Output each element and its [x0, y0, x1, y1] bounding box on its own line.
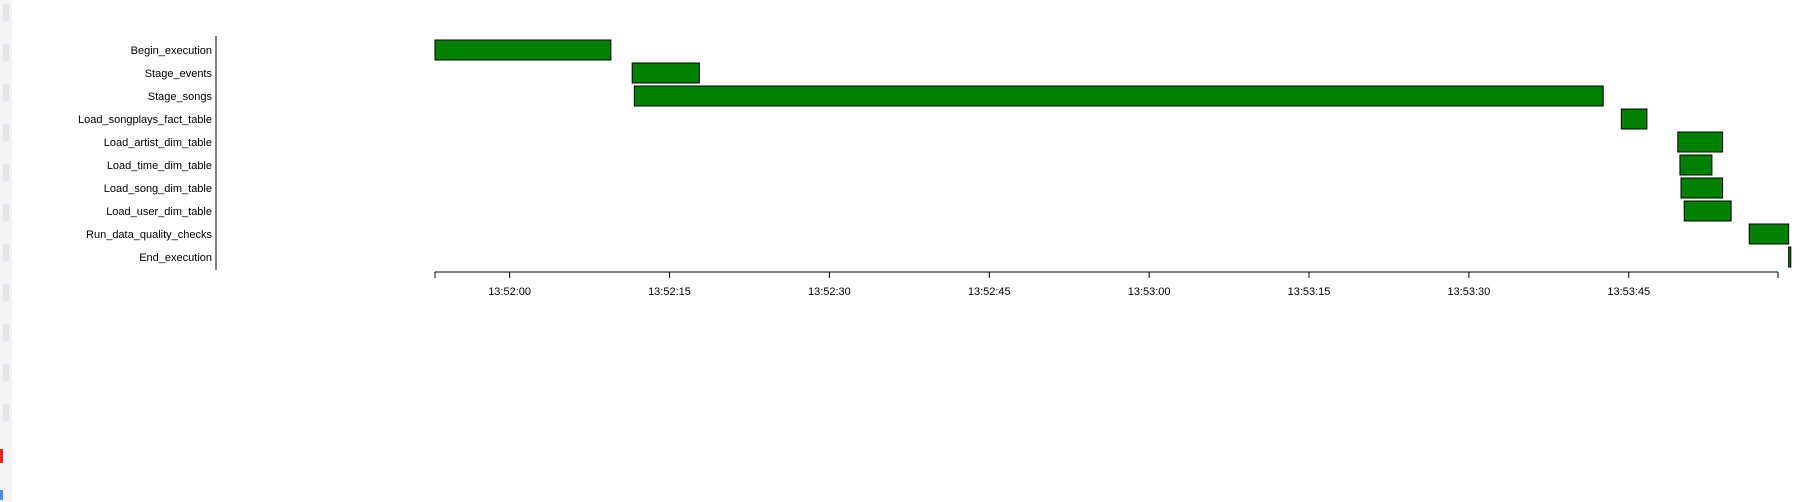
task-label-load-time-dim-table: Load_time_dim_table — [107, 160, 212, 172]
gutter-tick — [3, 84, 9, 102]
gutter-tick — [3, 164, 9, 182]
x-tick-label: 13:53:30 — [1447, 286, 1490, 298]
task-bar-load-song-dim-table[interactable] — [1680, 177, 1724, 199]
x-axis: 13:52:00 13:52:15 13:52:30 13:52:45 13:53:00… — [434, 271, 1779, 298]
x-tick-label: 13:52:15 — [648, 286, 691, 298]
task-bar-begin-execution[interactable] — [434, 39, 612, 61]
task-bar-end-execution[interactable] — [1788, 246, 1792, 268]
x-tick-label: 13:53:45 — [1607, 286, 1650, 298]
gutter-tick — [3, 364, 9, 382]
gutter-tick — [3, 204, 9, 222]
task-bar-run-data-quality-checks[interactable] — [1748, 223, 1790, 245]
task-bar-stage-songs[interactable] — [633, 85, 1604, 107]
gutter-tick — [3, 324, 9, 342]
x-tick-label: 13:53:15 — [1288, 286, 1331, 298]
task-label-load-user-dim-table: Load_user_dim_table — [106, 206, 212, 218]
task-label-load-songplays-fact-table: Load_songplays_fact_table — [78, 114, 212, 126]
task-bar-load-user-dim-table[interactable] — [1683, 200, 1732, 222]
task-label-stage-events: Stage_events — [145, 68, 213, 80]
gutter-tick — [3, 404, 9, 422]
task-label-load-artist-dim-table: Load_artist_dim_table — [104, 137, 212, 149]
gutter-tick — [3, 44, 9, 62]
x-tick-label: 13:52:00 — [488, 286, 531, 298]
x-tick-label: 13:52:45 — [968, 286, 1011, 298]
task-label-end-execution: End_execution — [139, 252, 212, 264]
gutter-tick — [3, 4, 9, 22]
gutter-error-marker — [0, 449, 3, 463]
gutter-tick — [3, 244, 9, 262]
x-tick-label: 13:53:00 — [1128, 286, 1171, 298]
task-label-load-song-dim-table: Load_song_dim_table — [104, 183, 212, 195]
task-bar-load-songplays-fact-table[interactable] — [1620, 108, 1648, 130]
gutter-tick — [3, 124, 9, 142]
task-label-begin-execution: Begin_execution — [131, 45, 212, 57]
left-scrollbar-gutter[interactable] — [0, 0, 12, 502]
task-bar-load-artist-dim-table[interactable] — [1677, 131, 1724, 153]
gutter-tick — [3, 284, 9, 302]
task-bar-load-time-dim-table[interactable] — [1679, 154, 1713, 176]
task-label-stage-songs: Stage_songs — [148, 91, 213, 103]
y-axis: Begin_execution Stage_events Stage_songs Lo… — [78, 36, 217, 270]
task-bar-stage-events[interactable] — [631, 62, 700, 84]
task-label-run-data-quality-checks: Run_data_quality_checks — [86, 229, 212, 241]
gutter-info-marker — [0, 490, 3, 500]
x-tick-label: 13:52:30 — [808, 286, 851, 298]
task-bars — [434, 39, 1792, 268]
